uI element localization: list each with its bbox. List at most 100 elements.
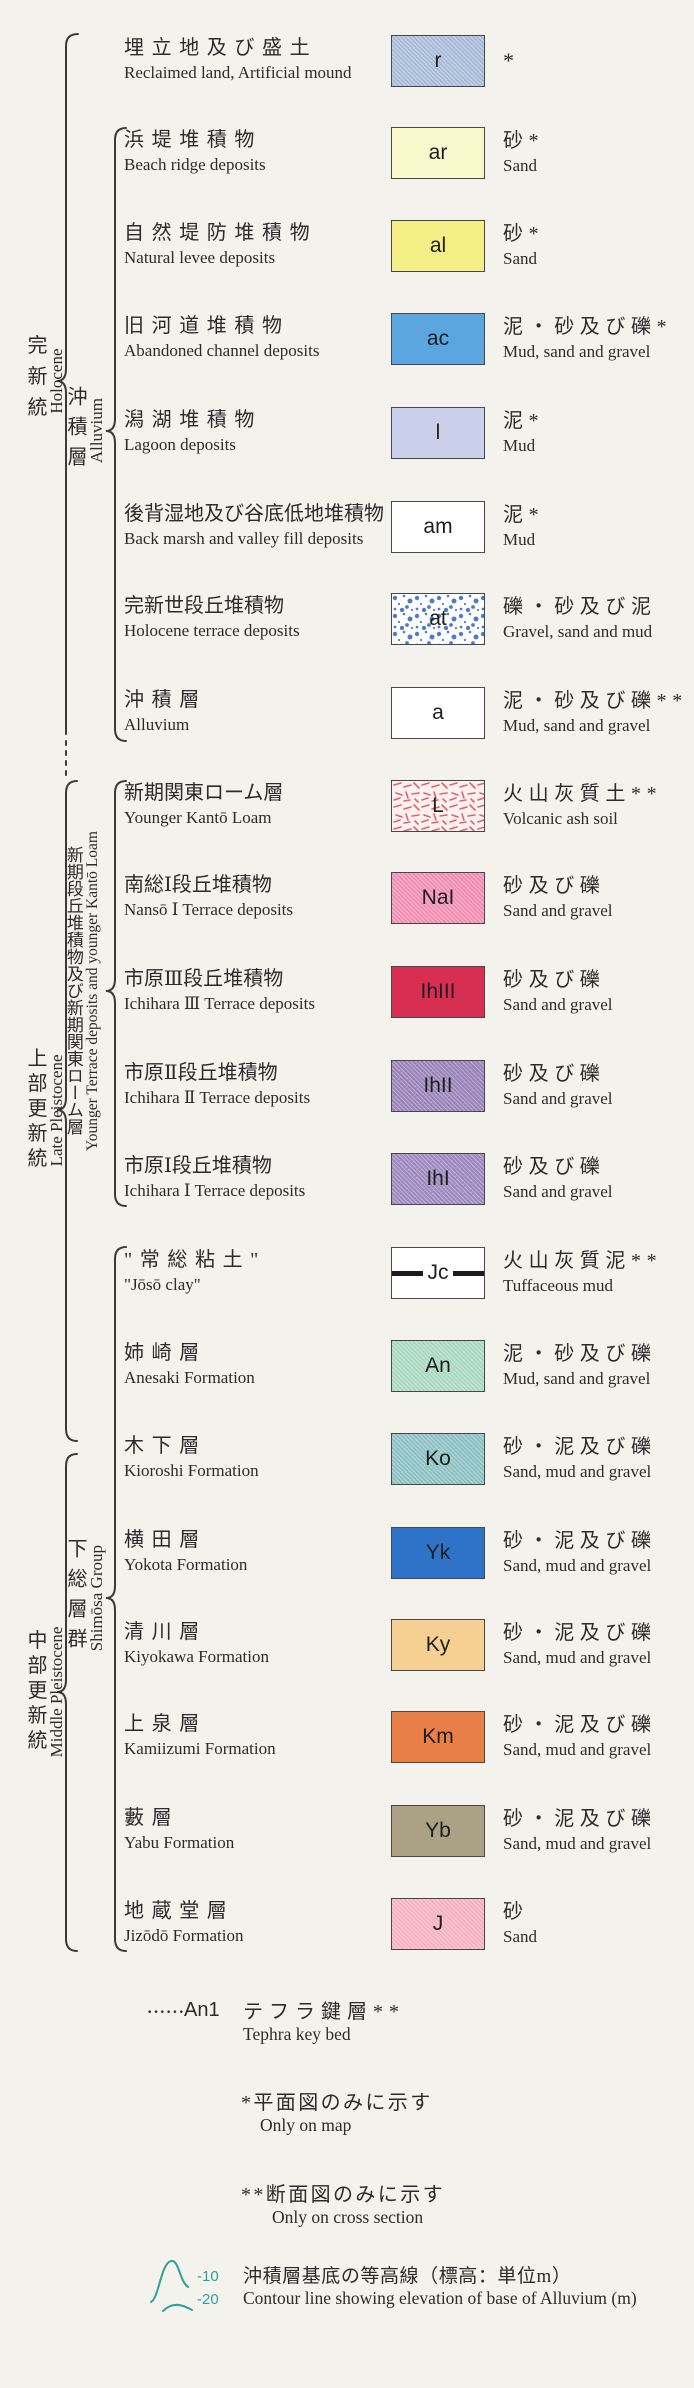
lithology-jp: 砂・泥及び礫 (503, 1530, 657, 1552)
unit-name-en: Back marsh and valley fill deposits (124, 529, 364, 548)
unit-name-jp: 沖積層 (124, 689, 207, 711)
unit-name-jp: 木下層 (124, 1435, 207, 1457)
unit-code: IhIII (420, 980, 456, 1003)
unit-color-box: J (391, 1898, 485, 1950)
group-label-alluvium: 沖積層 Alluvium (64, 386, 106, 476)
unit-code: J (432, 1912, 444, 1935)
lithology-jp: 泥* (503, 410, 545, 432)
legend-row: 上泉層 Kamiizumi Formation Km 砂・泥及び礫 Sand, … (0, 1711, 694, 1763)
unit-name-en: Beach ridge deposits (124, 155, 266, 174)
lithology-jp: 砂・泥及び礫 (503, 1622, 657, 1644)
lithology-en: Mud (503, 530, 536, 549)
unit-color-box: ac (391, 313, 485, 365)
lithology-jp: 泥・砂及び礫* (503, 316, 673, 338)
unit-color-box: Jc (391, 1247, 485, 1299)
unit-color-box: IhII (391, 1060, 485, 1112)
brace-middle-pleistocene (56, 1453, 78, 1952)
unit-name-en: Yokota Formation (124, 1555, 248, 1574)
legend-row: 姉崎層 Anesaki Formation An 泥・砂及び礫 Mud, san… (0, 1340, 694, 1392)
group-jp: 沖積層 (64, 386, 86, 476)
unit-color-box: a (391, 687, 485, 739)
unit-name-jp: 市原Ⅱ段丘堆積物 (124, 1062, 278, 1084)
unit-color-box: Yk (391, 1527, 485, 1579)
lithology-jp: 火山灰質泥** (503, 1250, 663, 1272)
unit-name-jp: 新期関東ローム層 (124, 782, 284, 804)
only-map-jp: *平面図のみに示す (241, 2092, 433, 2114)
lithology-en: Sand and gravel (503, 901, 613, 920)
lithology-en: Sand (503, 1927, 537, 1946)
unit-code: Yb (425, 1819, 451, 1842)
unit-name-jp: "常総粘土" (124, 1249, 266, 1271)
legend-row: 藪層 Yabu Formation Yb 砂・泥及び礫 Sand, mud an… (0, 1805, 694, 1857)
unit-code: NaI (421, 886, 455, 909)
contour-label-20: -20 (197, 2291, 219, 2308)
only-map-en: Only on map (260, 2115, 352, 2135)
unit-name-jp: 市原Ⅲ段丘堆積物 (124, 968, 284, 990)
contour-label-10: -10 (197, 2268, 219, 2285)
unit-code: L (432, 794, 444, 817)
unit-color-box: IhIII (391, 966, 485, 1018)
legend-row: 地蔵堂層 Jizōdō Formation J 砂 Sand (0, 1898, 694, 1950)
unit-name-en: Lagoon deposits (124, 435, 236, 454)
lithology-en: Sand, mud and gravel (503, 1740, 652, 1759)
unit-code: l (435, 421, 441, 444)
legend-row: 市原Ⅱ段丘堆積物 Ichihara Ⅱ Terrace deposits IhI… (0, 1060, 694, 1112)
legend-row: 旧河道堆積物 Abandoned channel deposits ac 泥・砂… (0, 313, 694, 365)
legend-row: 完新世段丘堆積物 Holocene terrace deposits at 礫・… (0, 593, 694, 645)
lithology-en: Sand (503, 156, 537, 175)
lithology-en: Volcanic ash soil (503, 809, 618, 828)
unit-name-jp: 後背湿地及び谷底低地堆積物 (124, 503, 384, 525)
unit-name-jp: 姉崎層 (124, 1342, 207, 1364)
unit-code: a (432, 701, 444, 724)
unit-color-box: ar (391, 127, 485, 179)
unit-name-jp: 横田層 (124, 1529, 207, 1551)
lithology-en: Sand and gravel (503, 995, 613, 1014)
brace-shimosa-group (105, 1246, 127, 1952)
lithology-en: Sand, mud and gravel (503, 1462, 652, 1481)
legend-row: 南総Ⅰ段丘堆積物 Nansō Ⅰ Terrace deposits NaI 砂及… (0, 872, 694, 924)
lithology-jp: 砂・泥及び礫 (503, 1714, 657, 1736)
lithology-en: Sand, mud and gravel (503, 1648, 652, 1667)
unit-code: Yk (425, 1541, 451, 1564)
legend-row: 埋立地及び盛土 Reclaimed land, Artificial mound… (0, 35, 694, 87)
tephra-dotted-line: ······ (146, 1999, 185, 2024)
lithology-jp: 礫・砂及び泥 (503, 596, 657, 618)
unit-name-jp: 藪層 (124, 1807, 180, 1829)
unit-name-jp: 自然堤防堆積物 (124, 222, 318, 244)
unit-name-jp: 完新世段丘堆積物 (124, 595, 284, 617)
contour-en: Contour line showing elevation of base o… (243, 2288, 637, 2308)
unit-name-en: Ichihara Ⅲ Terrace deposits (124, 994, 315, 1013)
unit-code: Ko (425, 1447, 451, 1470)
legend-row: 浜堤堆積物 Beach ridge deposits ar 砂* Sand (0, 127, 694, 179)
unit-code: at (429, 607, 447, 630)
lithology-en: Tuffaceous mud (503, 1276, 614, 1295)
unit-color-box: Yb (391, 1805, 485, 1857)
lithology-jp: 砂* (503, 130, 545, 152)
unit-color-box: r (391, 35, 485, 87)
unit-code: al (429, 234, 447, 257)
unit-color-box: Km (391, 1711, 485, 1763)
unit-name-en: Nansō Ⅰ Terrace deposits (124, 900, 294, 919)
unit-color-box: NaI (391, 872, 485, 924)
tephra-code: An1 (184, 1999, 220, 2021)
lithology-jp: 泥* (503, 504, 545, 526)
unit-name-jp: 上泉層 (124, 1713, 207, 1735)
era-label-middle-pleistocene: 中部更新統 Middle Pleistocene (24, 1627, 66, 1758)
lithology-jp: 砂及び礫 (503, 1063, 606, 1085)
footnote-only-on-cross-section: **断面図のみに示す Only on cross section (241, 2178, 445, 2228)
contour-jp: 沖積層基底の等高線（標高：単位m） (243, 2266, 572, 2287)
unit-name-en: Kiyokawa Formation (124, 1647, 269, 1666)
lithology-en: Sand, mud and gravel (503, 1556, 652, 1575)
unit-name-en: Jizōdō Formation (124, 1926, 244, 1945)
tephra-en: Tephra key bed (243, 2024, 351, 2044)
footnote-only-on-map: *平面図のみに示す Only on map (241, 2086, 433, 2136)
unit-color-box: Ko (391, 1433, 485, 1485)
lithology-jp: 砂及び礫 (503, 1156, 606, 1178)
unit-name-en: Kamiizumi Formation (124, 1739, 276, 1758)
lithology-jp: 火山灰質土** (503, 783, 663, 805)
legend-row: 市原Ⅰ段丘堆積物 Ichihara Ⅰ Terrace deposits IhI… (0, 1153, 694, 1205)
legend-row: 木下層 Kioroshi Formation Ko 砂・泥及び礫 Sand, m… (0, 1433, 694, 1485)
tephra-jp: テフラ鍵層** (243, 2001, 405, 2023)
unit-name-en: Alluvium (124, 715, 190, 734)
